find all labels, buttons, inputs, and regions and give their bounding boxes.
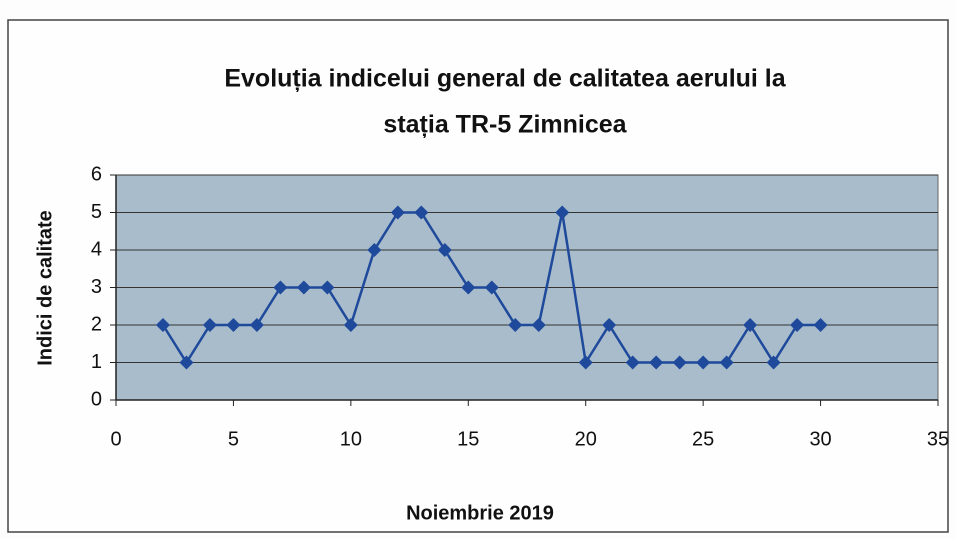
y-tick-label: 4 [91, 238, 102, 260]
data-point [202, 318, 217, 332]
data-point [320, 280, 335, 295]
chart-title: Evoluția indicelui general de calitatea … [224, 65, 786, 93]
data-point [390, 205, 405, 220]
x-tick-label: 0 [110, 428, 121, 450]
x-tick-label: 20 [575, 428, 597, 450]
data-point [719, 355, 734, 370]
y-tick-label: 6 [91, 163, 102, 185]
x-tick-label: 10 [340, 428, 362, 450]
data-point [367, 243, 382, 257]
x-axis-label: Noiembrie 2019 [406, 502, 554, 524]
data-point [743, 318, 758, 332]
data-point [484, 280, 499, 295]
data-point [273, 280, 288, 295]
chart-title: stația TR-5 Zimnicea [383, 111, 627, 139]
data-point [649, 355, 664, 370]
y-tick-label: 0 [91, 388, 102, 410]
data-point [790, 318, 805, 332]
data-point [226, 318, 241, 332]
data-point [766, 355, 781, 370]
data-point [578, 355, 593, 370]
data-point [155, 318, 170, 332]
y-tick-label: 3 [91, 276, 102, 298]
x-tick-label: 25 [692, 428, 714, 450]
data-point [179, 355, 194, 370]
x-tick-label: 15 [457, 428, 479, 450]
data-point [696, 355, 711, 370]
data-point [602, 318, 617, 332]
data-point [414, 205, 429, 220]
data-point [625, 355, 640, 370]
data-point [813, 318, 828, 332]
data-point [296, 280, 311, 295]
data-point [531, 318, 546, 332]
data-point [555, 205, 570, 220]
data-point [249, 318, 264, 332]
data-point [437, 243, 452, 257]
x-tick-label: 30 [809, 428, 831, 450]
y-tick-label: 1 [91, 351, 102, 373]
y-axis-label: Indici de calitate [34, 210, 56, 366]
data-point [343, 318, 358, 332]
x-tick-label: 5 [228, 428, 239, 450]
data-point [461, 280, 476, 295]
data-point [508, 318, 523, 332]
y-tick-label: 2 [91, 313, 102, 335]
x-tick-label: 35 [927, 428, 949, 450]
data-point [672, 355, 687, 370]
y-tick-label: 5 [91, 201, 102, 223]
